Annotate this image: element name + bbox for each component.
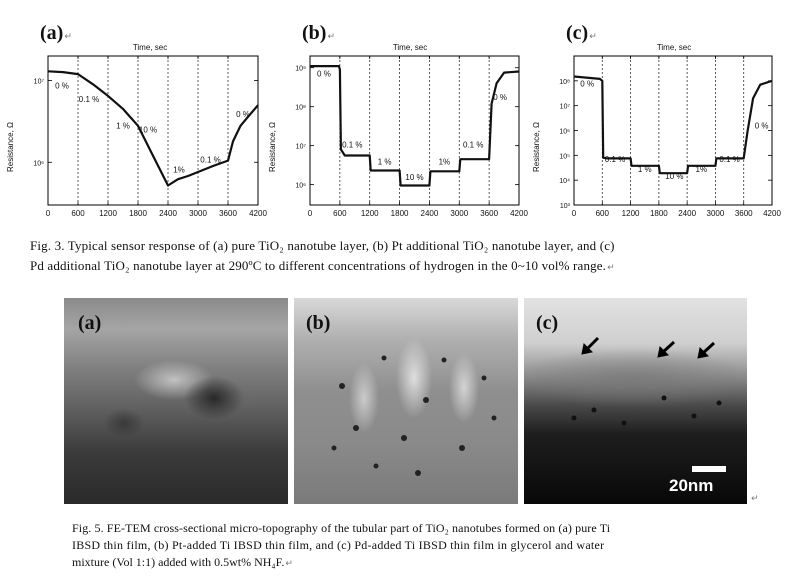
x-tick-label: 4200: [510, 209, 528, 218]
x-tick-label: 600: [596, 209, 610, 218]
plot-frame: [47, 55, 259, 206]
y-tick-label: 10⁶: [559, 129, 570, 136]
x-tick-label: 4200: [249, 209, 267, 218]
tem-c-arrows: [571, 336, 722, 426]
x-tick-label: 1800: [650, 209, 668, 218]
concentration-label: 0 %: [317, 69, 331, 78]
fig5-caption-line2: IBSD thin film, (b) Pt-added Ti IBSD thi…: [72, 538, 605, 552]
x-tick-label: 3600: [480, 209, 498, 218]
arrow-icon: [581, 336, 600, 355]
concentration-label: 0.1 %: [605, 155, 625, 164]
y-tick-label: 10⁸: [295, 105, 306, 112]
x-tick-label: 1200: [622, 209, 640, 218]
scalebar: [692, 466, 726, 472]
concentration-label: 0 %: [755, 122, 769, 131]
tem-image-c: (c) 20nm: [524, 298, 747, 504]
fig3-chart-b-svg: 0 600 1200 1800 2400 3000 3600 4200 10⁶ 10⁷ 10⁸ 10⁹…: [295, 55, 528, 218]
fig3-caption: Fig. 3. Typical sensor response of (a) p…: [30, 236, 790, 278]
concentration-label: 1%: [696, 165, 708, 174]
y-tick-label: 10⁷: [296, 144, 307, 151]
x-tick-label: 2400: [421, 209, 439, 218]
tem-image-a: (a): [64, 298, 288, 504]
scalebar-label: 20nm: [669, 476, 714, 495]
tem-a-label: (a): [78, 312, 102, 334]
data-series-line: [573, 75, 773, 175]
concentration-label: 1 %: [116, 121, 130, 130]
y-tick-label: 10⁷: [34, 79, 45, 86]
x-tick-label: 3000: [450, 209, 468, 218]
data-series-line: [47, 70, 259, 187]
y-tick-label: 10⁶: [33, 160, 44, 167]
concentration-label: 1 %: [378, 157, 392, 166]
concentration-label: 0 %: [580, 79, 594, 88]
fig3-panel-a-label: (a)↵: [40, 22, 72, 44]
x-tick-label: 0: [572, 209, 577, 218]
fig3-b-xlabel: Time, sec: [392, 43, 428, 52]
concentration-label: 1%: [439, 157, 451, 166]
fig3-chart-c: 0 600 1200 1800 2400 3000 3600 4200 10³ 10⁴ 10⁵ 10⁶…: [0, 0, 795, 245]
concentration-label: 1%: [173, 165, 185, 174]
concentration-label: 0 %: [236, 110, 250, 119]
x-tick-label: 4200: [763, 209, 781, 218]
fig3-panel-b-label: (b)↵: [302, 22, 335, 44]
fig5-caption: Fig. 5. FE-TEM cross-sectional micro-top…: [72, 520, 772, 573]
fig5-caption-line1: Fig. 5. FE-TEM cross-sectional micro-top…: [72, 521, 611, 535]
x-tick-label: 3600: [219, 209, 237, 218]
fig3-chart-c-svg: 0 600 1200 1800 2400 3000 3600 4200 10³ 10⁴ 10⁵ 10⁶…: [559, 55, 781, 218]
concentration-label: 0.1 %: [463, 140, 483, 149]
concentration-label: 0.1 %: [79, 95, 99, 104]
y-tick-label: 10⁶: [295, 183, 306, 190]
concentration-label: 0 %: [55, 82, 69, 91]
tem-c-label: (c): [536, 312, 559, 334]
arrow-icon: [697, 341, 716, 359]
concentration-label: 0 %: [493, 93, 507, 102]
concentration-label: 0.1 %: [200, 155, 220, 164]
x-tick-label: 1200: [99, 209, 117, 218]
fig3-b-ylabel: Resistance, Ω: [268, 122, 277, 172]
fig3-a-xlabel: Time, sec: [132, 43, 168, 52]
fig3-chart-a-svg: 0 600 1200 1800 2400 3000 3600 4200 10⁶ 10⁷ 0 % 0.1…: [33, 55, 267, 218]
concentration-label: 0.1 %: [342, 140, 362, 149]
x-tick-label: 0: [308, 209, 313, 218]
y-tick-label: 10⁸: [559, 79, 570, 86]
y-tick-label: 10³: [560, 203, 571, 210]
x-tick-label: 1800: [391, 209, 409, 218]
concentration-label: 10 %: [139, 126, 157, 135]
concentration-label: 10 %: [405, 173, 423, 182]
tem-b-label: (b): [306, 312, 331, 334]
fig3-chart-b: 0 600 1200 1800 2400 3000 3600 4200 10⁶ 10⁷ 10⁸ 10⁹…: [0, 0, 795, 245]
arrow-icon: [657, 340, 676, 358]
tem-b-particles: [331, 355, 497, 476]
concentration-label: 10 %: [665, 172, 683, 181]
x-tick-label: 1200: [361, 209, 379, 218]
y-tick-label: 10⁹: [295, 66, 306, 73]
x-tick-label: 3000: [707, 209, 725, 218]
x-tick-label: 3600: [735, 209, 753, 218]
tem-image-b: (b): [294, 298, 518, 504]
x-tick-label: 0: [46, 209, 51, 218]
fig5-return-mark: ↵: [751, 494, 759, 504]
data-series-line: [310, 64, 520, 187]
fig3-caption-line1: Fig. 3. Typical sensor response of (a) p…: [30, 238, 615, 253]
concentration-label: 0.1 %: [719, 155, 739, 164]
x-tick-label: 1800: [129, 209, 147, 218]
fig3-panel-c-label: (c)↵: [566, 22, 597, 44]
plot-frame: [309, 55, 520, 206]
x-tick-label: 2400: [159, 209, 177, 218]
concentration-label: 1 %: [638, 165, 652, 174]
fig3-c-ylabel: Resistance, Ω: [532, 122, 541, 172]
fig3-a-ylabel: Resistance, Ω: [6, 122, 15, 172]
x-tick-label: 600: [333, 209, 347, 218]
fig3-chart-a: 0 600 1200 1800 2400 3000 3600 4200 10⁶ 10⁷ 0 % 0.1…: [0, 0, 795, 245]
fig3-caption-line2: Pd additional TiO₂ nanotube layer at 290…: [30, 258, 615, 273]
y-tick-label: 10⁷: [560, 104, 571, 111]
x-tick-label: 3000: [189, 209, 207, 218]
y-tick-label: 10⁴: [559, 178, 570, 185]
x-tick-label: 2400: [678, 209, 696, 218]
fig5-caption-line3: mixture (Vol 1:1) added with 0.5wt% NH₄F…: [72, 555, 293, 569]
fig3-c-xlabel: Time, sec: [656, 43, 692, 52]
x-tick-label: 600: [71, 209, 85, 218]
y-tick-label: 10⁵: [559, 153, 570, 160]
